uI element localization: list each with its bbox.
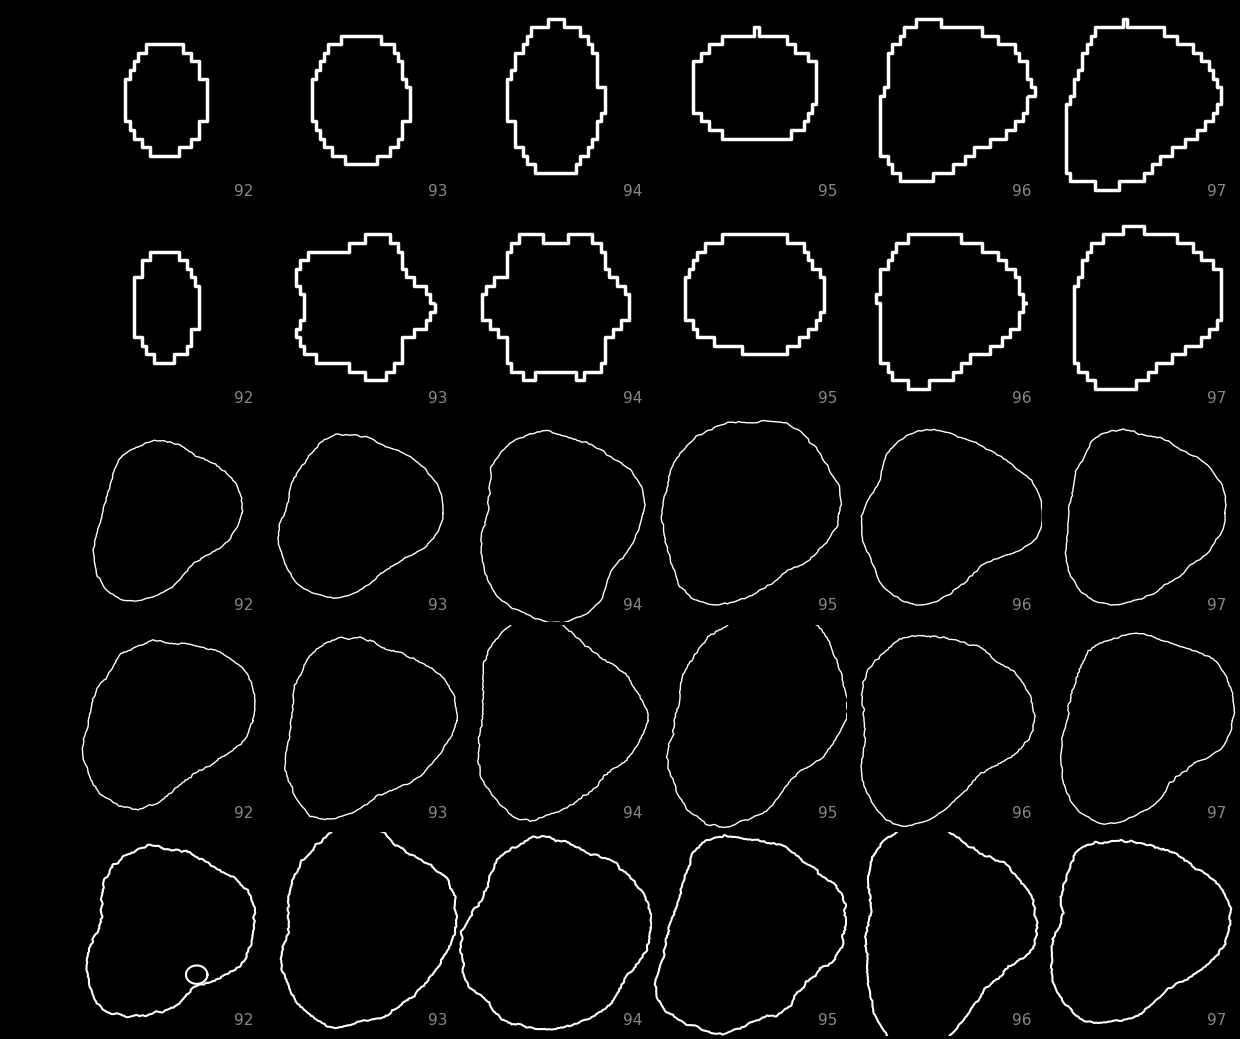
Text: 93: 93 [428, 184, 448, 199]
Text: 92: 92 [234, 1013, 253, 1028]
Text: b: b [20, 289, 56, 337]
Text: 95: 95 [818, 184, 837, 199]
Text: c: c [22, 496, 52, 543]
Text: 94: 94 [624, 184, 642, 199]
Text: 96: 96 [1012, 184, 1032, 199]
Text: 92: 92 [234, 598, 253, 613]
Text: 96: 96 [1012, 392, 1032, 406]
Text: 97: 97 [1208, 805, 1226, 821]
Text: 96: 96 [1012, 805, 1032, 821]
Text: 97: 97 [1208, 598, 1226, 613]
Text: 97: 97 [1208, 392, 1226, 406]
Text: a: a [21, 81, 55, 129]
Text: 95: 95 [818, 1013, 837, 1028]
Text: 94: 94 [624, 598, 642, 613]
Text: d: d [20, 702, 56, 750]
Text: 95: 95 [818, 598, 837, 613]
Text: 97: 97 [1208, 1013, 1226, 1028]
Text: 95: 95 [818, 805, 837, 821]
Text: 95: 95 [818, 392, 837, 406]
Text: 92: 92 [234, 184, 253, 199]
Text: 97: 97 [1208, 184, 1226, 199]
Text: 94: 94 [624, 392, 642, 406]
Text: 94: 94 [624, 1013, 642, 1028]
Text: 93: 93 [428, 1013, 448, 1028]
Text: 92: 92 [234, 805, 253, 821]
Text: 96: 96 [1012, 1013, 1032, 1028]
Text: 93: 93 [428, 805, 448, 821]
Text: 92: 92 [234, 392, 253, 406]
Text: 93: 93 [428, 598, 448, 613]
Text: 93: 93 [428, 392, 448, 406]
Text: 96: 96 [1012, 598, 1032, 613]
Text: e: e [21, 910, 55, 958]
Text: 94: 94 [624, 805, 642, 821]
